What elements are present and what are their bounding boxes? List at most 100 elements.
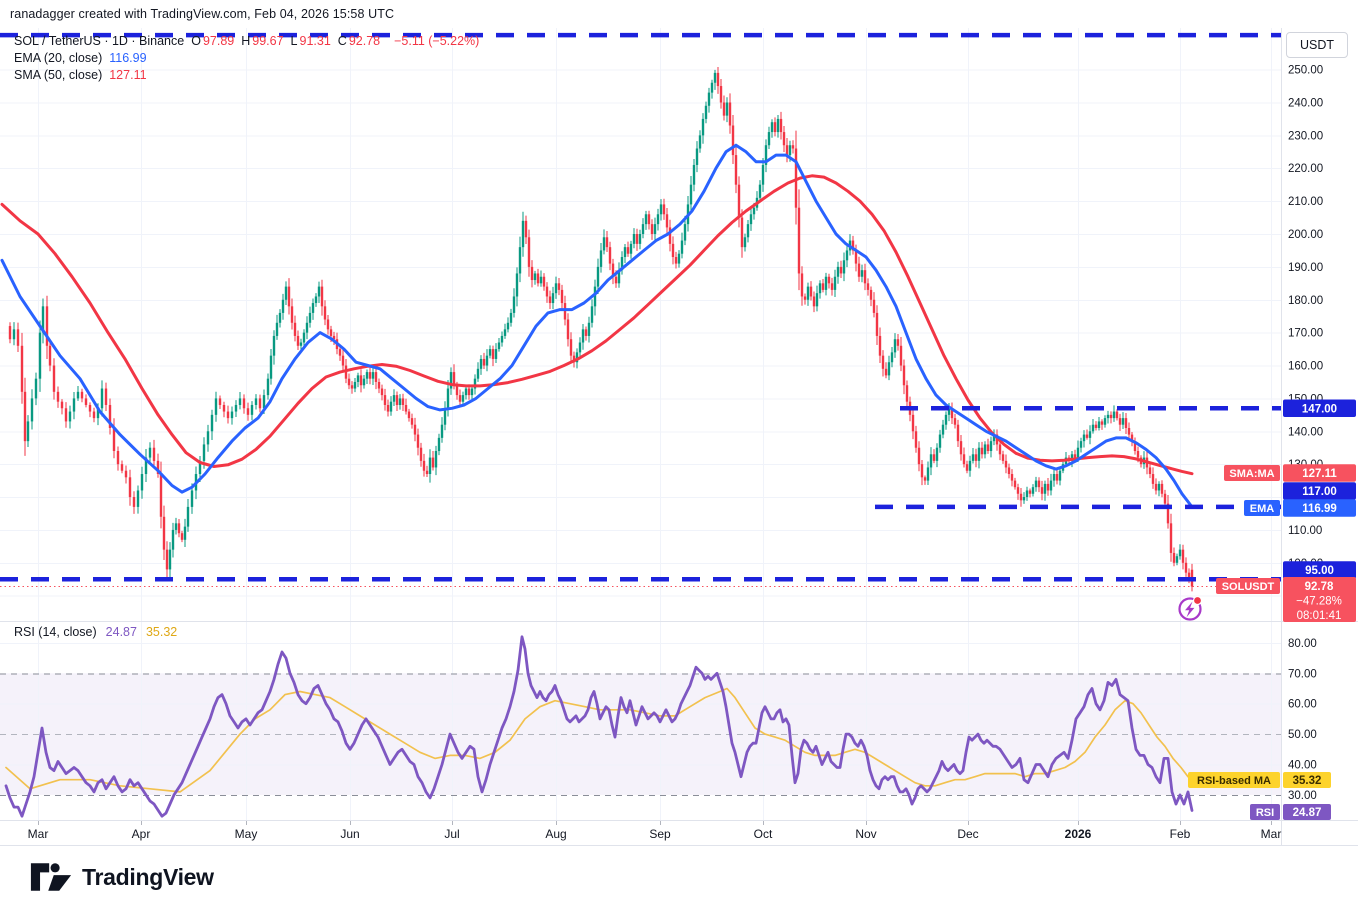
time-label-Dec: Dec — [957, 827, 978, 841]
rsi-legend-row[interactable]: RSI (14, close) 24.87 35.32 — [14, 625, 177, 639]
last-price-box — [1283, 577, 1356, 622]
price-label-117.00-box — [1283, 482, 1356, 500]
symbol-legend-row[interactable]: SOL / TetherUS · 1D · Binance O 97.89 H 99.… — [14, 33, 479, 50]
price-tick: 180.00 — [1288, 295, 1323, 307]
price-label-116.99-box — [1283, 499, 1356, 517]
tag-RSI-box — [1250, 804, 1280, 820]
time-label-2026: 2026 — [1065, 827, 1092, 841]
price-label-127.11-box — [1283, 464, 1356, 482]
time-label-Mar: Mar — [1261, 827, 1282, 841]
price-tick: 230.00 — [1288, 130, 1323, 142]
ema-20-line — [0, 143, 1194, 509]
price-axis[interactable]: 250.00 240.00 230.00 220.00 210.00 200.00 190.… — [1288, 65, 1323, 603]
rsi-lines — [4, 635, 1194, 818]
tradingview-logo-icon — [30, 863, 72, 891]
rsi-line — [4, 635, 1194, 818]
rsi-ma-legend-value: 35.32 — [145, 625, 178, 639]
tag-RSI-based MA: RSI-based MA — [1197, 775, 1271, 787]
price-label-117.00: 117.00 — [1302, 486, 1337, 498]
drawn-horizontal-lines[interactable] — [0, 32, 1281, 582]
currency-toggle-button[interactable]: USDT — [1286, 32, 1348, 58]
rsi-tick: 70.00 — [1288, 668, 1317, 680]
rsi-ma-line — [5, 687, 1193, 793]
price-tick: 240.00 — [1288, 97, 1323, 109]
tag-SOLUSDT: SOLUSDT — [1222, 581, 1275, 593]
rsi-legend-label: RSI (14, close) — [14, 625, 97, 639]
sma-legend-value: 127.11 — [109, 68, 147, 82]
time-label-Feb: Feb — [1170, 827, 1191, 841]
tag-RSI: RSI — [1256, 807, 1274, 819]
time-label-Oct: Oct — [754, 827, 773, 841]
last-price-line-2: 08:01:41 — [1297, 610, 1342, 622]
time-label-Nov: Nov — [855, 827, 876, 841]
price-tick: 170.00 — [1288, 328, 1323, 340]
price-label-147.00-box — [1283, 399, 1356, 418]
price-tick: 220.00 — [1288, 163, 1323, 175]
ohlc-key: O — [191, 34, 201, 48]
last-price-line-0: 92.78 — [1305, 581, 1334, 593]
rsi-tick: 50.00 — [1288, 729, 1317, 741]
tradingview-logo-text: TradingView — [82, 863, 214, 890]
time-label-Aug: Aug — [545, 827, 566, 841]
rsi-value-box — [1283, 804, 1331, 820]
rsi-ma-value: 35.32 — [1293, 775, 1322, 787]
rsi-tick: 80.00 — [1288, 638, 1317, 650]
mood-marker[interactable] — [1178, 595, 1203, 621]
ohlc-key: C — [337, 34, 347, 48]
time-label-Apr: Apr — [132, 827, 151, 841]
ema-legend-row[interactable]: EMA (20, close) 116.99 — [14, 50, 479, 67]
time-label-May: May — [235, 827, 258, 841]
sma-50-line — [0, 174, 1194, 476]
ema-legend-label: EMA (20, close) — [14, 51, 103, 65]
rsi-legend-value: 24.87 — [105, 625, 137, 639]
last-price-line-1: −47.28% — [1296, 596, 1342, 608]
change-value: −5.11 (−5.22%) — [394, 34, 480, 48]
ohlc-value: 97.89 — [202, 34, 235, 48]
rsi-axis[interactable]: 80.00 70.00 60.00 50.00 40.00 30.00 — [1288, 638, 1317, 802]
price-tick: 200.00 — [1288, 229, 1323, 241]
tag-SMA:MA: SMA:MA — [1229, 468, 1274, 480]
price-tick: 160.00 — [1288, 361, 1323, 373]
price-label-95.00-box — [1283, 561, 1356, 579]
price-tick: 210.00 — [1288, 196, 1323, 208]
rsi-ma-value-box — [1283, 772, 1331, 788]
main-legend: SOL / TetherUS · 1D · Binance O 97.89 H 99.… — [14, 33, 479, 84]
ema-legend-value: 116.99 — [109, 51, 147, 65]
lightning-icon — [1185, 601, 1195, 618]
ohlc-value: 99.67 — [252, 34, 284, 48]
rsi-value: 24.87 — [1293, 807, 1322, 819]
symbol-title: SOL / TetherUS · 1D · Binance — [14, 34, 185, 48]
sma-legend-label: SMA (50, close) — [14, 68, 103, 82]
price-tick: 110.00 — [1288, 525, 1322, 537]
price-tick: 250.00 — [1288, 65, 1323, 77]
rsi-tick: 30.00 — [1288, 790, 1317, 802]
time-label-Jun: Jun — [340, 827, 359, 841]
price-label-147.00: 147.00 — [1302, 403, 1337, 415]
time-axis[interactable]: Mar Apr May Jun Jul Aug Sep Oct Nov Dec 2026 Feb Mar — [28, 821, 1282, 841]
attribution-text: ranadagger created with TradingView.com,… — [10, 7, 395, 21]
sma-legend-row[interactable]: SMA (50, close) 127.11 — [14, 67, 479, 84]
tag-EMA-box — [1244, 500, 1280, 516]
ohlc-value: 92.78 — [348, 34, 381, 48]
tag-SOLUSDT-box — [1216, 578, 1280, 594]
ohlc-key: L — [290, 34, 298, 48]
notification-dot — [1192, 595, 1203, 606]
tag-RSI-based MA-box — [1188, 772, 1280, 788]
time-label-Sep: Sep — [649, 827, 671, 841]
rsi-tick: 60.00 — [1288, 699, 1317, 711]
rsi-tick: 40.00 — [1288, 760, 1317, 772]
time-label-Jul: Jul — [444, 827, 459, 841]
price-label-127.11: 127.11 — [1302, 468, 1337, 480]
price-label-116.99: 116.99 — [1302, 503, 1337, 515]
candlestick-series — [8, 67, 1194, 592]
tradingview-logo[interactable]: TradingView — [30, 862, 214, 892]
time-label-Mar: Mar — [28, 827, 49, 841]
ohlc-values: O 97.89 H 99.67 L 91.31 C 92.78 — [191, 33, 387, 50]
ma-lines — [0, 143, 1194, 509]
tag-SMA:MA-box — [1224, 465, 1280, 481]
price-tick: 140.00 — [1288, 426, 1323, 438]
tag-EMA: EMA — [1250, 503, 1275, 515]
price-label-95.00: 95.00 — [1305, 565, 1334, 577]
